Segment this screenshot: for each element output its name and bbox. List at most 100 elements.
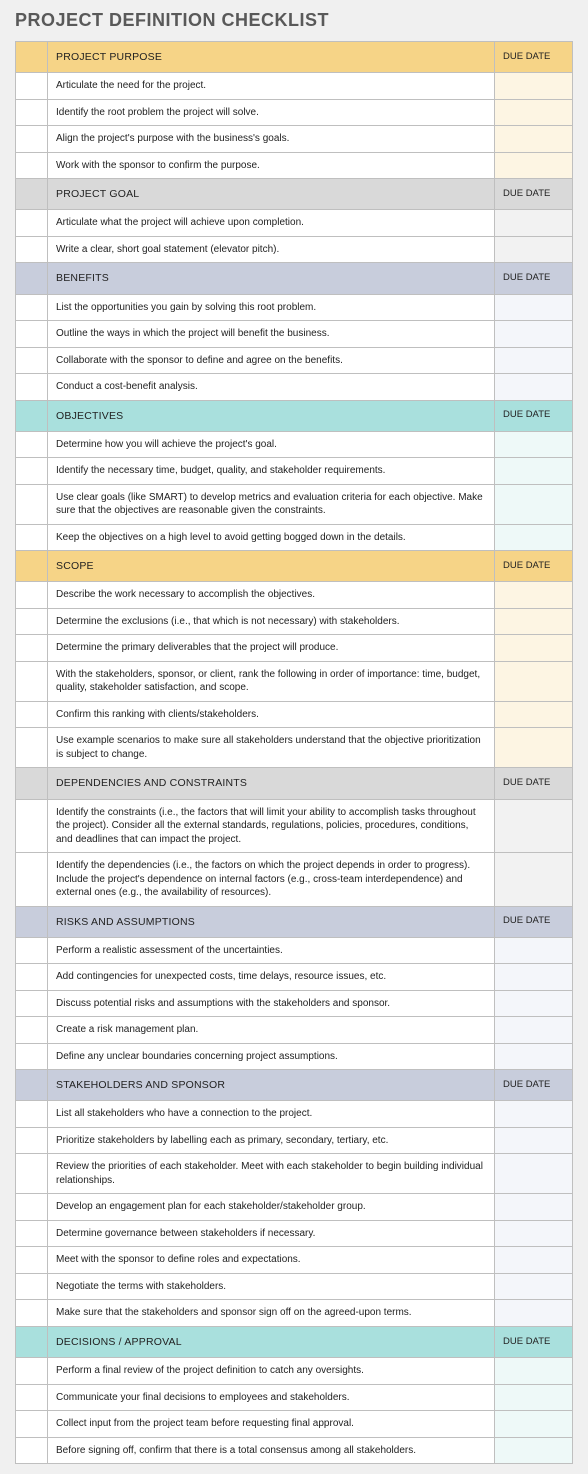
checkbox-cell[interactable] [16, 1043, 48, 1070]
checkbox-cell[interactable] [16, 608, 48, 635]
section-due-label: DUE DATE [495, 1070, 573, 1101]
section-title: RISKS AND ASSUMPTIONS [48, 906, 495, 937]
item-description: Use example scenarios to make sure all s… [48, 728, 495, 768]
due-date-cell[interactable] [495, 1194, 573, 1221]
checkbox-cell[interactable] [16, 937, 48, 964]
checkbox-cell[interactable] [16, 1101, 48, 1128]
due-date-cell[interactable] [495, 728, 573, 768]
checkbox-cell[interactable] [16, 1194, 48, 1221]
checklist-row: Perform a final review of the project de… [16, 1358, 573, 1385]
due-date-cell[interactable] [495, 799, 573, 853]
due-date-cell[interactable] [495, 431, 573, 458]
checklist-row: Determine the exclusions (i.e., that whi… [16, 608, 573, 635]
checkbox-cell[interactable] [16, 374, 48, 401]
due-date-cell[interactable] [495, 458, 573, 485]
due-date-cell[interactable] [495, 582, 573, 609]
due-date-cell[interactable] [495, 1437, 573, 1464]
due-date-cell[interactable] [495, 937, 573, 964]
checkbox-cell[interactable] [16, 431, 48, 458]
due-date-cell[interactable] [495, 661, 573, 701]
due-date-cell[interactable] [495, 1411, 573, 1438]
section-header-check [16, 263, 48, 294]
item-description: Negotiate the terms with stakeholders. [48, 1273, 495, 1300]
checkbox-cell[interactable] [16, 126, 48, 153]
due-date-cell[interactable] [495, 1358, 573, 1385]
due-date-cell[interactable] [495, 374, 573, 401]
checkbox-cell[interactable] [16, 236, 48, 263]
checkbox-cell[interactable] [16, 458, 48, 485]
due-date-cell[interactable] [495, 347, 573, 374]
item-description: Use clear goals (like SMART) to develop … [48, 484, 495, 524]
due-date-cell[interactable] [495, 1220, 573, 1247]
checklist-row: Add contingencies for unexpected costs, … [16, 964, 573, 991]
due-date-cell[interactable] [495, 1247, 573, 1274]
due-date-cell[interactable] [495, 236, 573, 263]
checkbox-cell[interactable] [16, 799, 48, 853]
due-date-cell[interactable] [495, 152, 573, 179]
checkbox-cell[interactable] [16, 1017, 48, 1044]
checkbox-cell[interactable] [16, 1358, 48, 1385]
section-due-label: DUE DATE [495, 768, 573, 799]
checkbox-cell[interactable] [16, 484, 48, 524]
checkbox-cell[interactable] [16, 73, 48, 100]
checkbox-cell[interactable] [16, 1437, 48, 1464]
section-header: RISKS AND ASSUMPTIONSDUE DATE [16, 906, 573, 937]
item-description: Determine how you will achieve the proje… [48, 431, 495, 458]
checkbox-cell[interactable] [16, 728, 48, 768]
checkbox-cell[interactable] [16, 1154, 48, 1194]
due-date-cell[interactable] [495, 126, 573, 153]
due-date-cell[interactable] [495, 484, 573, 524]
checkbox-cell[interactable] [16, 99, 48, 126]
due-date-cell[interactable] [495, 321, 573, 348]
section-header-check [16, 1326, 48, 1357]
due-date-cell[interactable] [495, 1017, 573, 1044]
due-date-cell[interactable] [495, 1273, 573, 1300]
item-description: Determine the primary deliverables that … [48, 635, 495, 662]
due-date-cell[interactable] [495, 1127, 573, 1154]
checkbox-cell[interactable] [16, 524, 48, 551]
due-date-cell[interactable] [495, 1154, 573, 1194]
due-date-cell[interactable] [495, 608, 573, 635]
checkbox-cell[interactable] [16, 635, 48, 662]
checklist-row: Align the project's purpose with the bus… [16, 126, 573, 153]
checkbox-cell[interactable] [16, 294, 48, 321]
checkbox-cell[interactable] [16, 1127, 48, 1154]
section-header: PROJECT GOALDUE DATE [16, 179, 573, 210]
due-date-cell[interactable] [495, 73, 573, 100]
checklist-row: Create a risk management plan. [16, 1017, 573, 1044]
due-date-cell[interactable] [495, 1300, 573, 1327]
due-date-cell[interactable] [495, 1101, 573, 1128]
checklist-row: Conduct a cost-benefit analysis. [16, 374, 573, 401]
checkbox-cell[interactable] [16, 1300, 48, 1327]
checkbox-cell[interactable] [16, 321, 48, 348]
checkbox-cell[interactable] [16, 1273, 48, 1300]
section-header-check [16, 42, 48, 73]
item-description: Determine the exclusions (i.e., that whi… [48, 608, 495, 635]
checkbox-cell[interactable] [16, 701, 48, 728]
due-date-cell[interactable] [495, 635, 573, 662]
due-date-cell[interactable] [495, 990, 573, 1017]
checkbox-cell[interactable] [16, 853, 48, 907]
section-due-label: DUE DATE [495, 400, 573, 431]
checkbox-cell[interactable] [16, 210, 48, 237]
checkbox-cell[interactable] [16, 347, 48, 374]
due-date-cell[interactable] [495, 1384, 573, 1411]
checkbox-cell[interactable] [16, 661, 48, 701]
checkbox-cell[interactable] [16, 1220, 48, 1247]
due-date-cell[interactable] [495, 524, 573, 551]
checkbox-cell[interactable] [16, 990, 48, 1017]
due-date-cell[interactable] [495, 964, 573, 991]
due-date-cell[interactable] [495, 99, 573, 126]
due-date-cell[interactable] [495, 701, 573, 728]
checkbox-cell[interactable] [16, 1411, 48, 1438]
item-description: Align the project's purpose with the bus… [48, 126, 495, 153]
checkbox-cell[interactable] [16, 964, 48, 991]
checkbox-cell[interactable] [16, 1384, 48, 1411]
due-date-cell[interactable] [495, 294, 573, 321]
checkbox-cell[interactable] [16, 152, 48, 179]
due-date-cell[interactable] [495, 210, 573, 237]
due-date-cell[interactable] [495, 1043, 573, 1070]
due-date-cell[interactable] [495, 853, 573, 907]
checkbox-cell[interactable] [16, 582, 48, 609]
checkbox-cell[interactable] [16, 1247, 48, 1274]
